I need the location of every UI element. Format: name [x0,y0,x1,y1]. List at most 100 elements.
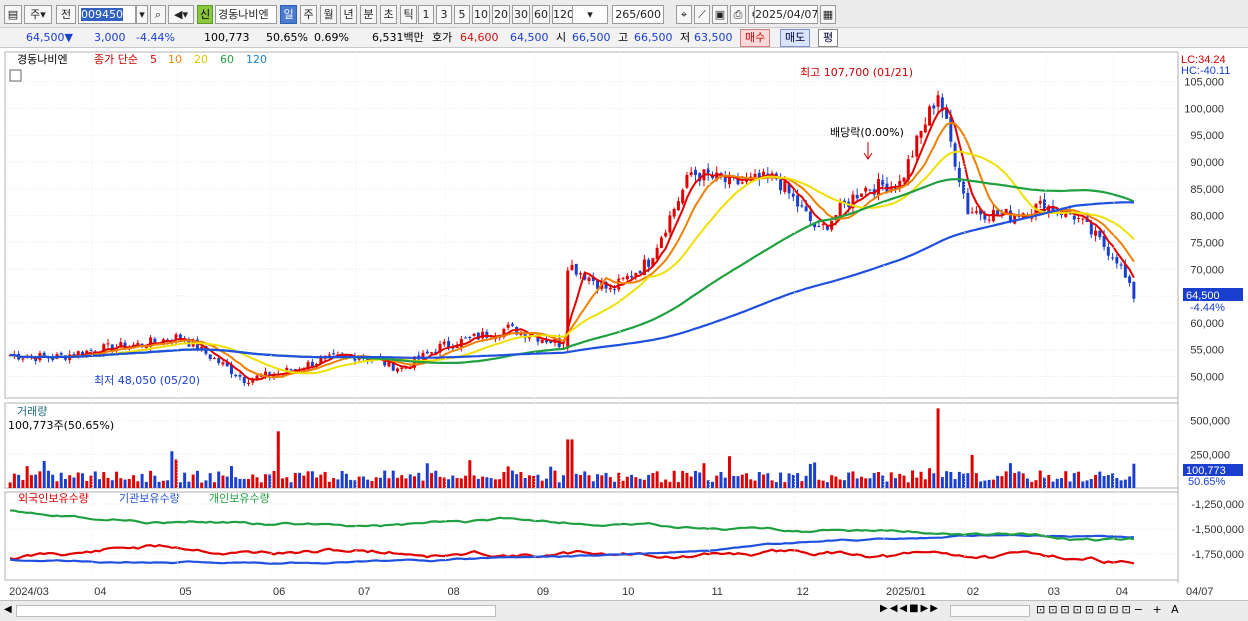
scroll-track[interactable] [16,605,496,617]
volume-bar [1017,471,1021,488]
candle-body [391,360,395,371]
save-icon[interactable]: ▣ [712,5,728,24]
volume-value: 100,773 [204,31,250,44]
volume-bar [123,479,127,488]
print-icon[interactable]: ⎙ [730,5,746,24]
window-icon[interactable]: ▤ [4,5,22,24]
market-select[interactable]: 주▾ [24,5,52,24]
volume-bar [336,479,340,488]
scroll-left-icon[interactable]: ◀ [4,604,12,615]
volume-bar [264,474,268,488]
volume-bar [923,479,927,488]
holdings-legend-2: 개인보유수량 [209,492,270,505]
interval-120-button[interactable]: 120 [552,5,574,24]
candle-body [221,362,225,365]
candle-body [327,354,331,356]
new-badge[interactable]: 신 [197,5,213,24]
category-button[interactable]: 전 [56,5,76,24]
volume-bar [1034,480,1038,488]
volume-bar [1000,476,1004,488]
period-0-button[interactable]: 일 [280,5,297,24]
code-dropdown[interactable]: ▾ [136,5,148,24]
volume-bar [630,474,634,488]
candle-body [178,334,182,338]
holdings-line-2 [10,509,1135,542]
interval-3-button[interactable]: 3 [436,5,452,24]
period-6-button[interactable]: 틱 [400,5,417,24]
volume-bar [915,477,919,488]
volume-bar [110,480,114,488]
volume-bar [515,474,519,488]
interval-30-button[interactable]: 30 [512,5,530,24]
chart-area[interactable]: 50,00055,00060,00065,00070,00075,00080,0… [0,48,1248,600]
volume-bar [557,482,561,488]
interval-5-button[interactable]: 5 [454,5,470,24]
volume-bar [549,466,553,488]
volume-bar [119,478,123,488]
candle-body [383,359,387,366]
candle-body [1072,215,1076,220]
count-dropdown[interactable]: ▾ [572,5,608,24]
volume-bar [519,472,523,488]
search-icon[interactable]: ⌕ [150,5,166,24]
right-axis-bg [1178,48,1248,600]
volume-bar [1123,479,1127,488]
volume-bar [621,480,625,488]
open-label: 시 [556,31,567,44]
sell-button[interactable]: 매도 [780,29,811,47]
volume-bar [706,480,710,488]
candle-body [1000,213,1004,215]
volume-bar [12,473,16,488]
volume-bar [1060,478,1063,488]
count-input[interactable]: 265/600 [612,5,664,24]
volume-bar [200,482,204,488]
calendar-icon[interactable]: ▦ [820,5,836,24]
candle-body [217,358,221,364]
candle-body [868,189,872,191]
nav-buttons[interactable]: ▶◀◀■▶▶ [880,603,940,614]
volume-bar [1008,463,1012,488]
interval-10-button[interactable]: 10 [472,5,490,24]
period-2-button[interactable]: 월 [320,5,337,24]
volume-title: 거래량 [17,405,47,418]
volume-bar [204,480,208,488]
volume-bar [825,482,829,488]
volume-bar [493,479,497,488]
interval-60-button[interactable]: 60 [532,5,550,24]
draw-line-icon[interactable]: ⟋ [694,5,710,24]
ma-legend-5: 5 [150,53,157,66]
eval-button[interactable]: 평 [818,29,839,47]
volume-bar [859,476,863,488]
candle-body [1094,230,1098,236]
volume-bar [902,475,906,488]
dividend-annotation: 배당락(0.00%) [830,126,904,139]
code-input[interactable]: 009450 [78,5,136,24]
interval-1-button[interactable]: 1 [418,5,434,24]
period-4-button[interactable]: 분 [360,5,377,24]
scroll-bar[interactable]: ◀ ▶◀◀■▶▶ ⊡⊡⊡⊡⊡⊡⊡⊡− + A [0,600,1248,621]
date-input[interactable]: 2025/04/07 [754,5,818,24]
speaker-icon[interactable]: ◀▾ [168,5,194,24]
price-tick-label: 90,000 [1190,157,1224,169]
zoom-slider[interactable] [950,605,1030,617]
crosshair-icon[interactable]: ⌖ [676,5,692,24]
volume-bar [574,473,578,488]
buy-button[interactable]: 매수 [740,29,771,47]
volume-bar [638,478,642,488]
volume-bar [319,474,323,488]
volume-bar [728,456,731,488]
zoom-tools[interactable]: ⊡⊡⊡⊡⊡⊡⊡⊡− + A [1036,603,1182,616]
period-1-button[interactable]: 주 [300,5,317,24]
interval-20-button[interactable]: 20 [492,5,510,24]
period-3-button[interactable]: 년 [340,5,357,24]
candle-body [1051,205,1055,212]
period-5-button[interactable]: 초 [380,5,397,24]
volume-bar [1089,479,1093,488]
volume-bar [506,466,510,488]
volume-bar [268,474,272,488]
volume-bar [655,471,659,488]
volume-bar [153,475,157,488]
candle-body [212,358,216,360]
